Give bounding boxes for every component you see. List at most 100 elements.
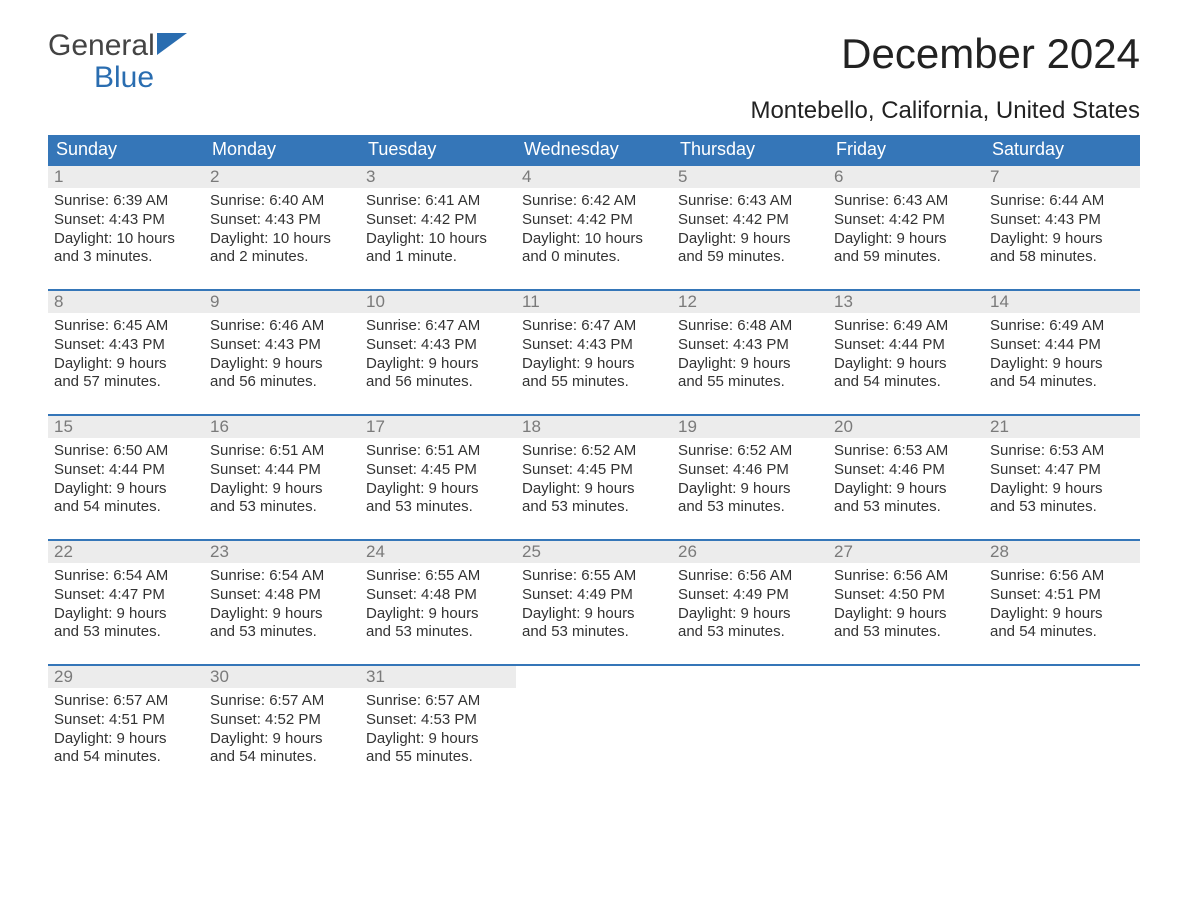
logo-flag-icon xyxy=(157,30,187,62)
day-dl2: and 55 minutes. xyxy=(366,748,510,767)
day-cell: 8Sunrise: 6:45 AMSunset: 4:43 PMDaylight… xyxy=(48,291,204,394)
day-cell: 3Sunrise: 6:41 AMSunset: 4:42 PMDaylight… xyxy=(360,166,516,269)
day-sunset: Sunset: 4:43 PM xyxy=(990,211,1134,230)
day-cell: 21Sunrise: 6:53 AMSunset: 4:47 PMDayligh… xyxy=(984,416,1140,519)
day-dl1: Daylight: 9 hours xyxy=(54,730,198,749)
day-dl1: Daylight: 9 hours xyxy=(990,355,1134,374)
day-dl1: Daylight: 9 hours xyxy=(678,230,822,249)
day-number: 3 xyxy=(360,166,516,188)
day-header-row: Sunday Monday Tuesday Wednesday Thursday… xyxy=(48,135,1140,164)
day-cell xyxy=(828,666,984,769)
day-sunset: Sunset: 4:42 PM xyxy=(678,211,822,230)
week-row: 29Sunrise: 6:57 AMSunset: 4:51 PMDayligh… xyxy=(48,664,1140,769)
day-sunset: Sunset: 4:43 PM xyxy=(54,336,198,355)
day-dl1: Daylight: 9 hours xyxy=(54,355,198,374)
day-dl2: and 53 minutes. xyxy=(678,623,822,642)
day-cell: 19Sunrise: 6:52 AMSunset: 4:46 PMDayligh… xyxy=(672,416,828,519)
day-dl1: Daylight: 9 hours xyxy=(54,480,198,499)
day-sunrise: Sunrise: 6:56 AM xyxy=(678,567,822,586)
day-body: Sunrise: 6:47 AMSunset: 4:43 PMDaylight:… xyxy=(360,313,516,394)
day-sunrise: Sunrise: 6:47 AM xyxy=(366,317,510,336)
day-dl2: and 54 minutes. xyxy=(834,373,978,392)
day-cell: 1Sunrise: 6:39 AMSunset: 4:43 PMDaylight… xyxy=(48,166,204,269)
day-dl1: Daylight: 9 hours xyxy=(990,480,1134,499)
day-number: 10 xyxy=(360,291,516,313)
day-sunset: Sunset: 4:44 PM xyxy=(54,461,198,480)
day-header: Thursday xyxy=(672,135,828,164)
day-dl2: and 56 minutes. xyxy=(366,373,510,392)
day-cell: 6Sunrise: 6:43 AMSunset: 4:42 PMDaylight… xyxy=(828,166,984,269)
day-cell: 28Sunrise: 6:56 AMSunset: 4:51 PMDayligh… xyxy=(984,541,1140,644)
day-dl2: and 54 minutes. xyxy=(210,748,354,767)
location-subtitle: Montebello, California, United States xyxy=(48,97,1140,125)
day-sunrise: Sunrise: 6:54 AM xyxy=(210,567,354,586)
day-dl2: and 53 minutes. xyxy=(834,623,978,642)
logo: General Blue xyxy=(48,30,187,93)
day-number: 18 xyxy=(516,416,672,438)
day-body: Sunrise: 6:56 AMSunset: 4:49 PMDaylight:… xyxy=(672,563,828,644)
day-sunset: Sunset: 4:43 PM xyxy=(522,336,666,355)
day-dl1: Daylight: 9 hours xyxy=(54,605,198,624)
day-cell: 13Sunrise: 6:49 AMSunset: 4:44 PMDayligh… xyxy=(828,291,984,394)
day-body: Sunrise: 6:57 AMSunset: 4:52 PMDaylight:… xyxy=(204,688,360,769)
day-dl2: and 58 minutes. xyxy=(990,248,1134,267)
day-sunset: Sunset: 4:45 PM xyxy=(366,461,510,480)
day-number: 2 xyxy=(204,166,360,188)
day-number: 31 xyxy=(360,666,516,688)
day-sunset: Sunset: 4:43 PM xyxy=(54,211,198,230)
day-sunrise: Sunrise: 6:55 AM xyxy=(366,567,510,586)
day-sunrise: Sunrise: 6:42 AM xyxy=(522,192,666,211)
day-sunset: Sunset: 4:43 PM xyxy=(210,211,354,230)
day-sunset: Sunset: 4:46 PM xyxy=(678,461,822,480)
day-body: Sunrise: 6:53 AMSunset: 4:46 PMDaylight:… xyxy=(828,438,984,519)
day-sunset: Sunset: 4:44 PM xyxy=(990,336,1134,355)
week-row: 8Sunrise: 6:45 AMSunset: 4:43 PMDaylight… xyxy=(48,289,1140,394)
day-dl2: and 53 minutes. xyxy=(990,498,1134,517)
day-body: Sunrise: 6:39 AMSunset: 4:43 PMDaylight:… xyxy=(48,188,204,269)
day-sunrise: Sunrise: 6:43 AM xyxy=(834,192,978,211)
day-sunrise: Sunrise: 6:40 AM xyxy=(210,192,354,211)
day-number: 17 xyxy=(360,416,516,438)
day-body: Sunrise: 6:51 AMSunset: 4:44 PMDaylight:… xyxy=(204,438,360,519)
day-dl1: Daylight: 9 hours xyxy=(522,480,666,499)
day-body: Sunrise: 6:54 AMSunset: 4:47 PMDaylight:… xyxy=(48,563,204,644)
day-cell: 5Sunrise: 6:43 AMSunset: 4:42 PMDaylight… xyxy=(672,166,828,269)
day-sunrise: Sunrise: 6:53 AM xyxy=(990,442,1134,461)
day-dl2: and 2 minutes. xyxy=(210,248,354,267)
day-dl1: Daylight: 9 hours xyxy=(678,355,822,374)
day-sunset: Sunset: 4:44 PM xyxy=(210,461,354,480)
day-dl1: Daylight: 9 hours xyxy=(990,230,1134,249)
day-number: 21 xyxy=(984,416,1140,438)
day-dl1: Daylight: 9 hours xyxy=(834,230,978,249)
day-number: 1 xyxy=(48,166,204,188)
day-cell: 16Sunrise: 6:51 AMSunset: 4:44 PMDayligh… xyxy=(204,416,360,519)
day-sunrise: Sunrise: 6:55 AM xyxy=(522,567,666,586)
day-sunset: Sunset: 4:42 PM xyxy=(834,211,978,230)
day-body: Sunrise: 6:55 AMSunset: 4:49 PMDaylight:… xyxy=(516,563,672,644)
day-number: 19 xyxy=(672,416,828,438)
day-body: Sunrise: 6:45 AMSunset: 4:43 PMDaylight:… xyxy=(48,313,204,394)
day-dl2: and 55 minutes. xyxy=(678,373,822,392)
day-body: Sunrise: 6:48 AMSunset: 4:43 PMDaylight:… xyxy=(672,313,828,394)
day-number: 5 xyxy=(672,166,828,188)
day-sunrise: Sunrise: 6:49 AM xyxy=(990,317,1134,336)
day-number: 25 xyxy=(516,541,672,563)
day-sunset: Sunset: 4:43 PM xyxy=(366,336,510,355)
day-dl2: and 55 minutes. xyxy=(522,373,666,392)
day-body: Sunrise: 6:49 AMSunset: 4:44 PMDaylight:… xyxy=(984,313,1140,394)
week-row: 15Sunrise: 6:50 AMSunset: 4:44 PMDayligh… xyxy=(48,414,1140,519)
day-dl1: Daylight: 9 hours xyxy=(834,480,978,499)
day-cell: 22Sunrise: 6:54 AMSunset: 4:47 PMDayligh… xyxy=(48,541,204,644)
day-header: Saturday xyxy=(984,135,1140,164)
day-sunset: Sunset: 4:46 PM xyxy=(834,461,978,480)
day-dl2: and 0 minutes. xyxy=(522,248,666,267)
day-cell xyxy=(672,666,828,769)
day-body: Sunrise: 6:55 AMSunset: 4:48 PMDaylight:… xyxy=(360,563,516,644)
day-cell xyxy=(984,666,1140,769)
day-body: Sunrise: 6:56 AMSunset: 4:51 PMDaylight:… xyxy=(984,563,1140,644)
day-dl1: Daylight: 9 hours xyxy=(366,480,510,499)
day-sunrise: Sunrise: 6:45 AM xyxy=(54,317,198,336)
day-dl1: Daylight: 9 hours xyxy=(210,730,354,749)
day-cell xyxy=(516,666,672,769)
day-sunset: Sunset: 4:48 PM xyxy=(366,586,510,605)
